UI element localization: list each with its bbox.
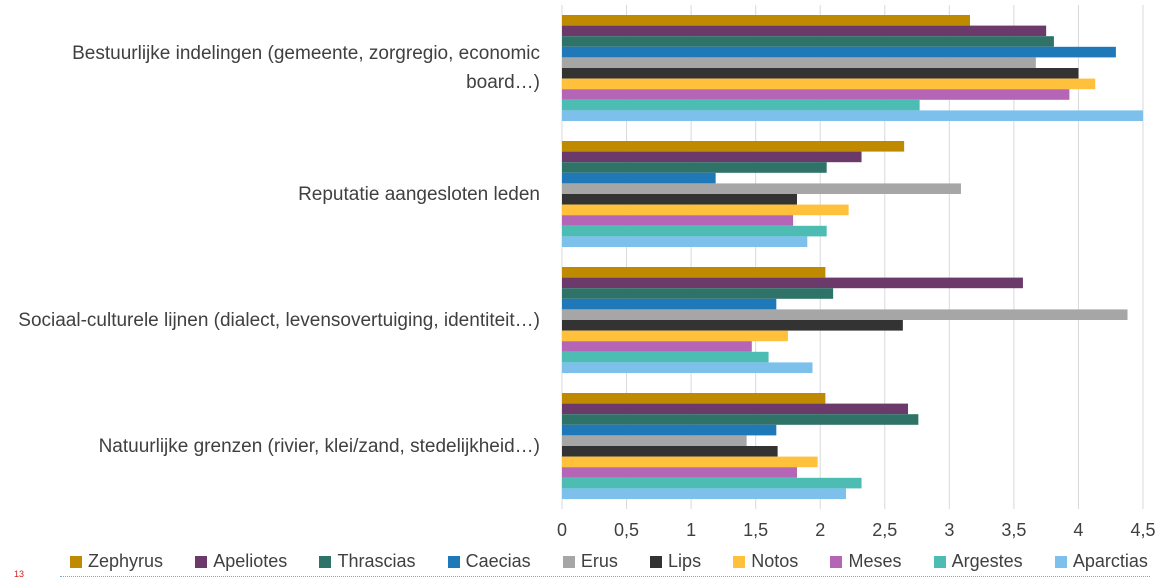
bar <box>562 467 797 478</box>
bar <box>562 25 1047 37</box>
bar <box>562 225 827 237</box>
x-tick-label: 3 <box>944 520 954 540</box>
bar <box>562 267 826 278</box>
x-tick-label: 0,5 <box>614 520 639 540</box>
bar <box>562 341 752 352</box>
legend-label: Argestes <box>951 551 1023 571</box>
footer-rule <box>60 576 1150 577</box>
bar <box>562 89 1070 100</box>
legend-label: Meses <box>848 551 902 571</box>
category-text: Bestuurlijke indelingen (gemeente, zorgr… <box>72 43 540 93</box>
bar <box>562 435 747 446</box>
x-tick-label: 1,5 <box>743 520 768 540</box>
bar <box>562 78 1096 90</box>
legend-item: Argestes <box>933 551 1023 572</box>
bar <box>562 277 1023 289</box>
legend-swatch <box>70 555 82 568</box>
legend-item: Zephyrus <box>70 551 163 572</box>
legend-item: Meses <box>830 551 901 572</box>
legend-item: Apeliotes <box>195 551 287 572</box>
bar <box>562 414 919 425</box>
legend-label: Lips <box>668 551 702 571</box>
bar <box>562 172 716 184</box>
bar <box>562 393 826 404</box>
bar <box>562 15 970 26</box>
legend-label: Aparctias <box>1072 551 1148 571</box>
legend-label: Thrascias <box>337 551 416 571</box>
x-tick-label: 0 <box>557 520 567 540</box>
bar <box>562 477 862 489</box>
legend-swatch <box>650 555 663 568</box>
x-tick-label: 3,5 <box>1001 520 1026 540</box>
legend-label: Notos <box>751 551 799 571</box>
bar <box>562 403 909 415</box>
bar <box>562 424 777 436</box>
bar <box>562 46 1116 58</box>
category-text: Reputatie aangesloten leden <box>298 183 540 205</box>
category-text: Natuurlijke grenzen (rivier, klei/zand, … <box>98 435 540 457</box>
bar <box>562 194 797 205</box>
x-tick-label: 2 <box>815 520 825 540</box>
category-label: Reputatie aangesloten leden <box>0 131 540 257</box>
legend-label: Caecias <box>465 551 531 571</box>
page-number: 13 <box>14 569 25 579</box>
bar <box>562 320 903 331</box>
legend-item: Caecias <box>447 551 531 572</box>
category-label: Sociaal-culturele lijnen (dialect, leven… <box>0 257 540 383</box>
x-tick-label: 1 <box>686 520 696 540</box>
legend: Zephyrus Apeliotes Thrascias Caecias Erus Lip… <box>70 551 1148 572</box>
legend-swatch <box>933 555 946 568</box>
legend-item: Aparctias <box>1054 551 1148 572</box>
legend-swatch <box>1054 555 1067 568</box>
bar <box>562 362 813 373</box>
bar <box>562 36 1054 47</box>
category-text: Sociaal-culturele lijnen (dialect, leven… <box>18 309 540 331</box>
bar <box>562 141 905 152</box>
legend-swatch <box>447 555 460 568</box>
legend-swatch <box>733 555 746 568</box>
bar <box>562 204 849 216</box>
legend-swatch <box>562 555 575 568</box>
bar <box>562 330 788 342</box>
bar <box>562 309 1128 320</box>
bar <box>562 215 794 226</box>
bar <box>562 351 769 363</box>
legend-item: Notos <box>733 551 798 572</box>
bar <box>562 298 777 310</box>
bar <box>562 456 818 468</box>
legend-item: Erus <box>562 551 618 572</box>
bar <box>562 488 847 499</box>
legend-label: Apeliotes <box>213 551 288 571</box>
bar <box>562 446 778 457</box>
category-label: Natuurlijke grenzen (rivier, klei/zand, … <box>0 383 540 509</box>
x-tick-label: 4 <box>1073 520 1083 540</box>
bar <box>562 110 1143 121</box>
bar <box>562 236 808 247</box>
bar <box>562 162 827 173</box>
x-tick-label: 2,5 <box>872 520 897 540</box>
legend-label: Erus <box>580 551 618 571</box>
legend-label: Zephyrus <box>88 551 164 571</box>
legend-swatch <box>830 555 843 568</box>
bar <box>562 99 920 111</box>
legend-swatch <box>319 555 332 568</box>
bar <box>562 183 961 194</box>
bar <box>562 57 1036 68</box>
category-label: Bestuurlijke indelingen (gemeente, zorgr… <box>0 5 540 131</box>
bar <box>562 68 1079 79</box>
bar <box>562 151 862 163</box>
legend-swatch <box>195 555 208 568</box>
x-tick-label: 4,5 <box>1130 520 1155 540</box>
bar <box>562 288 834 299</box>
legend-item: Lips <box>650 551 701 572</box>
legend-item: Thrascias <box>319 551 415 572</box>
